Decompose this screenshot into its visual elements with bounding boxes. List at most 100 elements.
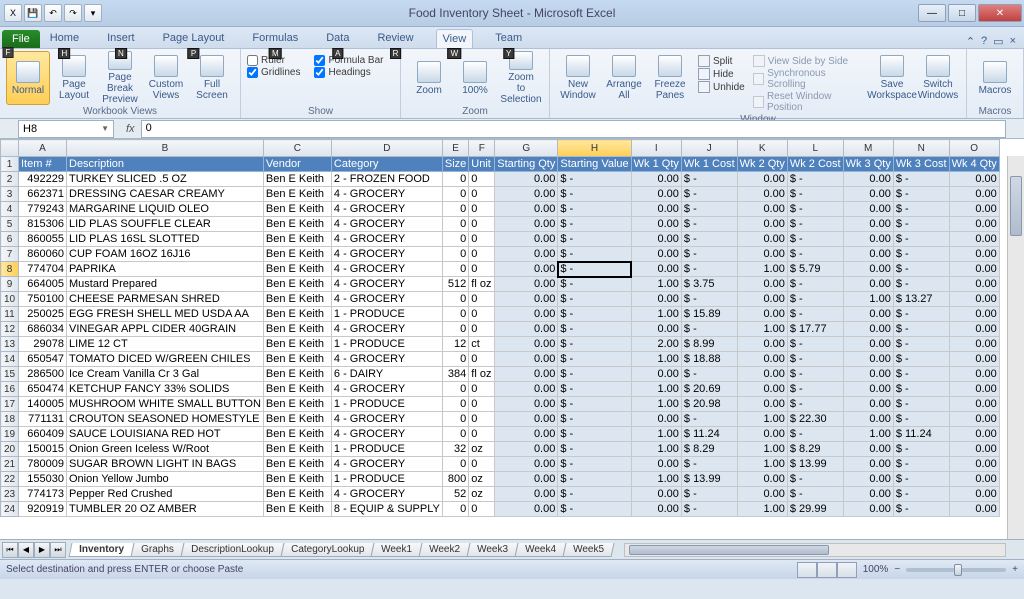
cell-M12[interactable]: 0.00: [843, 322, 893, 337]
window-close-icon[interactable]: ×: [1010, 35, 1016, 48]
cell-A21[interactable]: 780009: [19, 457, 67, 472]
tab-home[interactable]: HomeH: [44, 29, 85, 48]
cell-D8[interactable]: 4 - GROCERY: [331, 262, 442, 277]
cell-E12[interactable]: 0: [442, 322, 468, 337]
cell-N21[interactable]: $ -: [893, 457, 949, 472]
cell-M3[interactable]: 0.00: [843, 187, 893, 202]
sheet-tab-week3[interactable]: Week3: [466, 543, 518, 557]
row-header-1[interactable]: 1: [1, 157, 19, 172]
cell-O24[interactable]: 0.00: [949, 502, 999, 517]
cell-K5[interactable]: 0.00: [737, 217, 787, 232]
cell-J23[interactable]: $ -: [681, 487, 737, 502]
cell-B12[interactable]: VINEGAR APPL CIDER 40GRAIN: [67, 322, 264, 337]
cell-D19[interactable]: 4 - GROCERY: [331, 427, 442, 442]
cell-B10[interactable]: CHEESE PARMESAN SHRED: [67, 292, 264, 307]
cell-F6[interactable]: 0: [469, 232, 495, 247]
row-header-15[interactable]: 15: [1, 367, 19, 382]
cell-O22[interactable]: 0.00: [949, 472, 999, 487]
cell-J6[interactable]: $ -: [681, 232, 737, 247]
cell-D24[interactable]: 8 - EQUIP & SUPPLY: [331, 502, 442, 517]
cell-J12[interactable]: $ -: [681, 322, 737, 337]
custom-views-button[interactable]: CustomViews: [144, 51, 188, 105]
cell-G11[interactable]: 0.00: [495, 307, 558, 322]
qat-customize-icon[interactable]: ▾: [84, 4, 102, 22]
cell-C15[interactable]: Ben E Keith: [263, 367, 331, 382]
cell-G16[interactable]: 0.00: [495, 382, 558, 397]
cell-M4[interactable]: 0.00: [843, 202, 893, 217]
checkbox[interactable]: [247, 67, 258, 78]
cell-G10[interactable]: 0.00: [495, 292, 558, 307]
cell-O6[interactable]: 0.00: [949, 232, 999, 247]
cell-H10[interactable]: $ -: [558, 292, 631, 307]
zoom-knob[interactable]: [954, 564, 962, 576]
cell-F17[interactable]: 0: [469, 397, 495, 412]
cell-A19[interactable]: 660409: [19, 427, 67, 442]
cell-O9[interactable]: 0.00: [949, 277, 999, 292]
cell-I24[interactable]: 0.00: [631, 502, 681, 517]
cell-C6[interactable]: Ben E Keith: [263, 232, 331, 247]
cell-K18[interactable]: 1.00: [737, 412, 787, 427]
cell-M13[interactable]: 0.00: [843, 337, 893, 352]
cell-D5[interactable]: 4 - GROCERY: [331, 217, 442, 232]
cell-H13[interactable]: $ -: [558, 337, 631, 352]
cell-A23[interactable]: 774173: [19, 487, 67, 502]
cell-L11[interactable]: $ -: [787, 307, 843, 322]
zoom-slider[interactable]: [906, 568, 1006, 572]
sheet-tab-inventory[interactable]: Inventory: [69, 543, 135, 557]
cell-C12[interactable]: Ben E Keith: [263, 322, 331, 337]
cell-G14[interactable]: 0.00: [495, 352, 558, 367]
switch-windows-button[interactable]: SwitchWindows: [916, 51, 960, 105]
col-header-N[interactable]: N: [893, 140, 949, 157]
cell-G15[interactable]: 0.00: [495, 367, 558, 382]
row-header-10[interactable]: 10: [1, 292, 19, 307]
cell-M9[interactable]: 0.00: [843, 277, 893, 292]
sheet-tab-categorylookup[interactable]: CategoryLookup: [280, 543, 374, 557]
close-button[interactable]: ✕: [978, 4, 1022, 22]
cell-M16[interactable]: 0.00: [843, 382, 893, 397]
row-header-5[interactable]: 5: [1, 217, 19, 232]
cell-I9[interactable]: 1.00: [631, 277, 681, 292]
zoom-in-icon[interactable]: +: [1012, 564, 1018, 575]
cell-G4[interactable]: 0.00: [495, 202, 558, 217]
help-icon[interactable]: ?: [981, 35, 987, 48]
column-header-cell[interactable]: Wk 3 Cost: [893, 157, 949, 172]
maximize-button[interactable]: □: [948, 4, 976, 22]
cell-H16[interactable]: $ -: [558, 382, 631, 397]
check-gridlines[interactable]: Gridlines: [247, 67, 300, 78]
cell-K8[interactable]: 1.00: [737, 262, 787, 277]
cell-A14[interactable]: 650547: [19, 352, 67, 367]
cell-J20[interactable]: $ 8.29: [681, 442, 737, 457]
cell-D3[interactable]: 4 - GROCERY: [331, 187, 442, 202]
cell-C17[interactable]: Ben E Keith: [263, 397, 331, 412]
cell-D6[interactable]: 4 - GROCERY: [331, 232, 442, 247]
cell-M2[interactable]: 0.00: [843, 172, 893, 187]
cell-B3[interactable]: DRESSING CAESAR CREAMY: [67, 187, 264, 202]
qat-excel-icon[interactable]: X: [4, 4, 22, 22]
cell-N10[interactable]: $ 13.27: [893, 292, 949, 307]
col-header-K[interactable]: K: [737, 140, 787, 157]
cell-M23[interactable]: 0.00: [843, 487, 893, 502]
cell-J5[interactable]: $ -: [681, 217, 737, 232]
cell-O18[interactable]: 0.00: [949, 412, 999, 427]
cell-G2[interactable]: 0.00: [495, 172, 558, 187]
tab-last-icon[interactable]: ⏭: [50, 542, 66, 558]
cell-D16[interactable]: 4 - GROCERY: [331, 382, 442, 397]
qat-undo-icon[interactable]: ↶: [44, 4, 62, 22]
cell-B6[interactable]: LID PLAS 16SL SLOTTED: [67, 232, 264, 247]
cell-D10[interactable]: 4 - GROCERY: [331, 292, 442, 307]
cell-I7[interactable]: 0.00: [631, 247, 681, 262]
cell-N22[interactable]: $ -: [893, 472, 949, 487]
cell-F5[interactable]: 0: [469, 217, 495, 232]
cell-A3[interactable]: 662371: [19, 187, 67, 202]
sheet-tab-week4[interactable]: Week4: [514, 543, 566, 557]
cell-D9[interactable]: 4 - GROCERY: [331, 277, 442, 292]
cell-H7[interactable]: $ -: [558, 247, 631, 262]
cell-A12[interactable]: 686034: [19, 322, 67, 337]
cell-D14[interactable]: 4 - GROCERY: [331, 352, 442, 367]
cell-N16[interactable]: $ -: [893, 382, 949, 397]
cell-H23[interactable]: $ -: [558, 487, 631, 502]
cell-L17[interactable]: $ -: [787, 397, 843, 412]
cell-D13[interactable]: 1 - PRODUCE: [331, 337, 442, 352]
cell-M11[interactable]: 0.00: [843, 307, 893, 322]
cell-L21[interactable]: $ 13.99: [787, 457, 843, 472]
